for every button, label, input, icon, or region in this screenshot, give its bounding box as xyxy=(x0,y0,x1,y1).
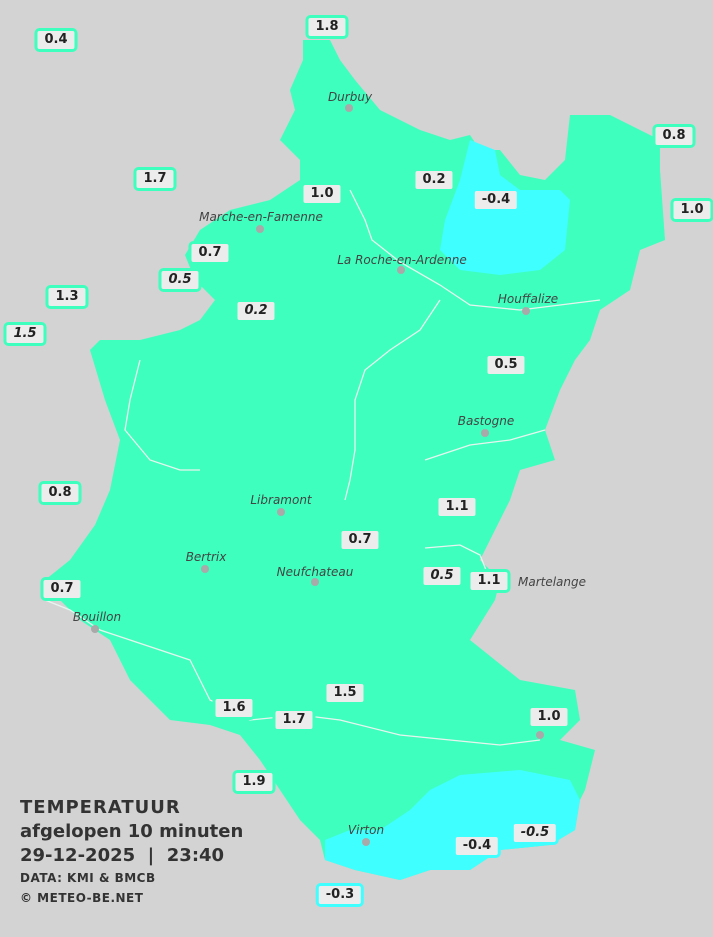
town-dot xyxy=(397,266,405,274)
town-label: Houffalize xyxy=(497,292,559,306)
town-label: Bertrix xyxy=(185,550,227,564)
town-dot xyxy=(522,307,530,315)
station-temperature-label: 0.5 xyxy=(158,268,202,292)
station-temperature-label: -0.5 xyxy=(510,821,560,845)
station-temperature-label: 0.5 xyxy=(484,353,528,377)
town-dot xyxy=(345,104,353,112)
town-dot xyxy=(256,225,264,233)
town-dot xyxy=(362,838,370,846)
town-label: Neufchateau xyxy=(276,565,354,579)
station-temperature-label: 0.5 xyxy=(420,564,464,588)
station-temperature-label: 1.1 xyxy=(467,569,511,593)
station-temperature-label: -0.4 xyxy=(471,188,521,212)
station-temperature-label: 1.0 xyxy=(300,182,344,206)
station-temperature-label: 1.7 xyxy=(133,167,177,191)
station-temperature-label: 1.5 xyxy=(323,681,367,705)
station-temperature-label: 0.2 xyxy=(412,168,456,192)
station-temperature-label: 0.7 xyxy=(188,241,232,265)
station-temperature-label: -0.3 xyxy=(315,883,365,907)
town-dot xyxy=(311,578,319,586)
station-temperature-label: 0.2 xyxy=(234,299,278,323)
town-label: Virton xyxy=(347,823,385,837)
station-temperature-label: 1.7 xyxy=(272,708,316,732)
town-label: La Roche-en-Ardenne xyxy=(337,253,467,267)
cold-area-south xyxy=(325,770,580,880)
station-temperature-label: 0.7 xyxy=(338,528,382,552)
station-temperature-label: 1.8 xyxy=(305,15,349,39)
town-label: Libramont xyxy=(250,493,312,507)
town-label: Bouillon xyxy=(72,610,122,624)
station-temperature-label: 1.0 xyxy=(670,198,713,222)
legend-period: afgelopen 10 minuten xyxy=(20,821,244,842)
province-area xyxy=(45,40,665,880)
legend-copyright: © METEO-BE.NET xyxy=(20,891,144,905)
station-temperature-label: 0.8 xyxy=(652,124,696,148)
town-dot xyxy=(91,625,99,633)
station-temperature-label: 1.0 xyxy=(527,705,571,729)
station-temperature-label: 0.7 xyxy=(40,577,84,601)
town-label: Durbuy xyxy=(327,90,373,104)
legend-source: DATA: KMI & BMCB xyxy=(20,871,156,885)
town-dot xyxy=(536,731,544,739)
legend: TEMPERATUUR afgelopen 10 minuten 29-12-2… xyxy=(20,796,243,908)
station-temperature-label: 0.8 xyxy=(38,481,82,505)
station-temperature-label: 1.1 xyxy=(435,495,479,519)
town-label: Martelange xyxy=(517,575,587,589)
station-temperature-label: 1.5 xyxy=(3,322,47,346)
station-temperature-label: -0.4 xyxy=(452,834,502,858)
station-temperature-label: 0.4 xyxy=(34,28,78,52)
town-dot xyxy=(201,565,209,573)
legend-datetime: 29-12-2025 | 23:40 xyxy=(20,845,225,866)
station-temperature-label: 1.3 xyxy=(45,285,89,309)
station-temperature-label: 1.9 xyxy=(232,770,276,794)
town-dot xyxy=(277,508,285,516)
town-label: Bastogne xyxy=(457,414,515,428)
town-label: Marche-en-Famenne xyxy=(199,210,323,224)
town-dot xyxy=(481,429,489,437)
legend-title: TEMPERATUUR xyxy=(20,797,181,818)
station-temperature-label: 1.6 xyxy=(212,696,256,720)
